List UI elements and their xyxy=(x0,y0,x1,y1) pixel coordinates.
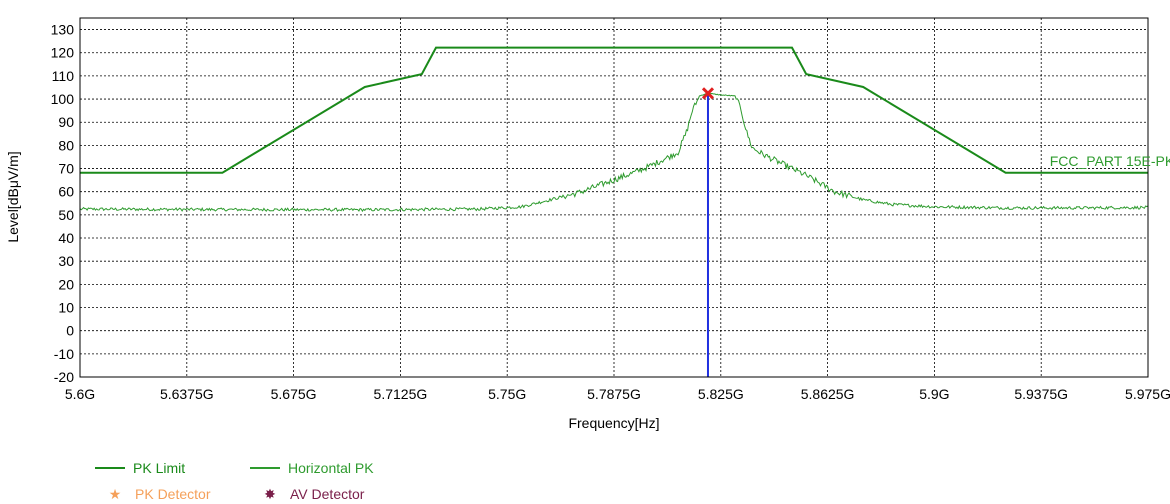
y-tick-label: 30 xyxy=(58,253,74,269)
series-line-pk-limit xyxy=(80,46,1148,174)
star-icon: ★ xyxy=(108,485,122,502)
x-tick-label: 5.7875G xyxy=(587,386,641,402)
x-tick-label: 5.675G xyxy=(271,386,317,402)
legend-item-av-detector: ✸ AV Detector xyxy=(260,484,364,504)
y-tick-label: 90 xyxy=(58,114,74,130)
x-axis-label: Frequency[Hz] xyxy=(568,415,659,431)
legend-item-pk-limit: PK Limit xyxy=(95,458,185,478)
x-tick-label: 5.75G xyxy=(488,386,526,402)
legend-label-pk-detector: PK Detector xyxy=(135,486,211,502)
y-tick-label: 40 xyxy=(58,230,74,246)
y-tick-label: -10 xyxy=(54,346,74,362)
y-tick-label: -20 xyxy=(54,369,74,385)
series-line-horizontal-pk xyxy=(79,92,1149,213)
x-tick-label: 5.6G xyxy=(65,386,95,402)
y-tick-label: 0 xyxy=(66,323,74,339)
axis-layer: -20 -10 0 10 20 30 40 50 60 70 80 90 100 110 120 130 5.6… xyxy=(51,17,1170,402)
x-tick-label: 5.6375G xyxy=(160,386,214,402)
limit-line-annotation: FCC_PART 15E-PK Limit xyxy=(1050,153,1170,169)
marker-layer xyxy=(701,87,715,377)
legend-line-pk-limit xyxy=(95,467,125,469)
legend: PK Limit Horizontal PK ★ PK Detector ✸ A… xyxy=(95,458,515,502)
x-tick-label: 5.9G xyxy=(919,386,949,402)
grid xyxy=(79,18,1149,378)
plot-frame xyxy=(79,17,1149,378)
asterisk-icon: ✸ xyxy=(264,485,276,502)
x-tick-label: 5.7125G xyxy=(374,386,428,402)
y-tick-label: 110 xyxy=(52,68,75,84)
x-tick-label: 5.825G xyxy=(698,386,744,402)
legend-label-av-detector: AV Detector xyxy=(290,486,365,502)
y-tick-label: 80 xyxy=(58,137,74,153)
series-layer xyxy=(79,46,1149,213)
legend-label-horizontal-pk: Horizontal PK xyxy=(288,460,374,476)
legend-item-pk-detector: ★ PK Detector xyxy=(105,484,211,504)
y-axis-label: Level[dBμV/m] xyxy=(5,151,21,242)
x-tick-label: 5.975G xyxy=(1125,386,1170,402)
legend-label-pk-limit: PK Limit xyxy=(133,460,186,476)
legend-item-horizontal-pk: Horizontal PK xyxy=(250,458,374,478)
y-tick-label: 130 xyxy=(51,22,75,38)
y-tick-label: 20 xyxy=(58,276,74,292)
x-tick-label: 5.8625G xyxy=(801,386,855,402)
y-tick-label: 60 xyxy=(58,184,74,200)
y-tick-label: 120 xyxy=(51,45,75,61)
y-tick-label: 10 xyxy=(58,300,74,316)
y-tick-label: 70 xyxy=(58,161,74,177)
x-tick-label: 5.9375G xyxy=(1014,386,1068,402)
y-tick-label: 50 xyxy=(58,207,74,223)
peak-marker-stroke-b xyxy=(701,87,715,100)
legend-line-horizontal-pk xyxy=(250,467,280,469)
y-tick-label: 100 xyxy=(51,91,75,107)
